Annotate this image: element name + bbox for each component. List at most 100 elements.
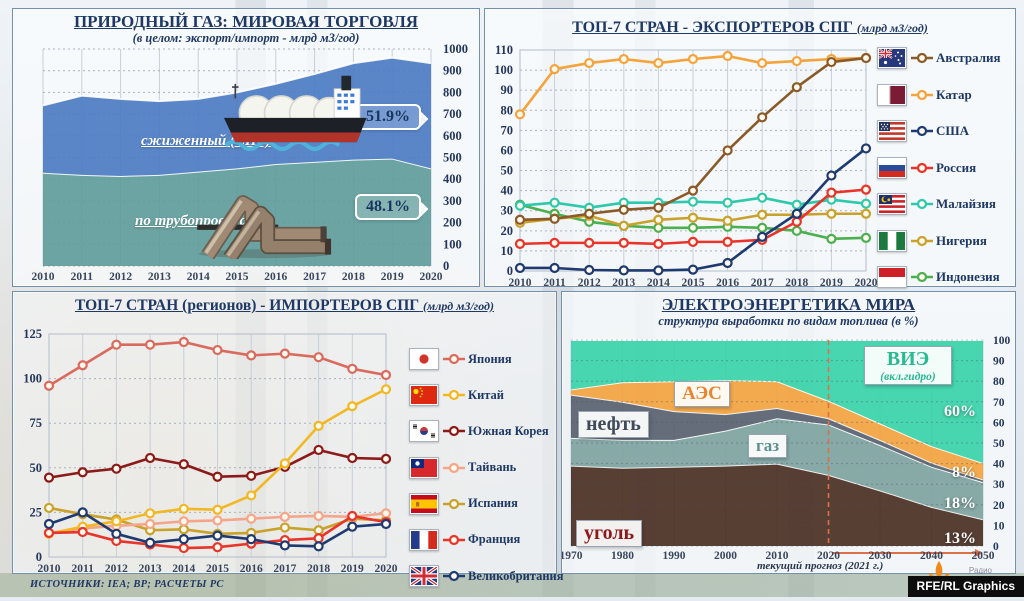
svg-text:2030: 2030 — [869, 550, 892, 562]
lng-importers-chart: 0 25 50 75 100 125 2010 2011 2012 2013 2014 2015 201… — [23, 327, 398, 573]
oil-label: нефть — [578, 411, 649, 438]
svg-text:500: 500 — [443, 151, 462, 165]
flag-kr-icon — [409, 420, 439, 443]
svg-text:40: 40 — [993, 459, 1005, 471]
series-marker-icon — [443, 389, 465, 401]
panel-lng-exporters: ТОП-7 СТРАН - ЭКСПОРТЕРОВ СПГ (млрд м3/г… — [484, 8, 1016, 288]
series-marker-icon — [443, 498, 465, 510]
svg-text:2016: 2016 — [240, 563, 263, 573]
svg-text:1980: 1980 — [611, 550, 634, 562]
svg-text:110: 110 — [495, 43, 513, 57]
svg-text:80: 80 — [501, 103, 514, 117]
svg-text:2014: 2014 — [187, 271, 210, 283]
flag-cn-icon — [409, 384, 439, 407]
svg-text:2015: 2015 — [226, 271, 249, 283]
flag-ru-icon — [877, 156, 907, 179]
flag-us-icon — [877, 120, 907, 142]
legend-label: Испания — [468, 496, 518, 511]
svg-text:2017: 2017 — [751, 277, 774, 286]
legend-label: Китай — [468, 387, 505, 402]
legend-item: Австралия — [877, 47, 1001, 69]
series-marker-icon — [911, 52, 933, 64]
series-marker-icon — [443, 462, 465, 474]
panel-subtitle: (в целом: экспорт/импорт - млрд м3/год) — [132, 31, 360, 45]
flag-tw-icon — [409, 456, 439, 479]
svg-text:2013: 2013 — [148, 271, 171, 283]
renewables-sub: (вкл.гидро) — [880, 371, 936, 383]
panel-lng-importers: ТОП-7 СТРАН (регионов) - ИМПОРТЕРОВ СПГ … — [12, 291, 564, 588]
svg-text:1990: 1990 — [663, 550, 686, 562]
svg-text:2018: 2018 — [785, 277, 808, 286]
svg-text:100: 100 — [23, 372, 42, 386]
flag-qa-icon — [877, 83, 907, 106]
legend-item: США — [877, 120, 1001, 142]
series-marker-icon — [443, 534, 465, 546]
title-text: ТОП-7 СТРАН (регионов) - ИМПОРТЕРОВ СПГ — [74, 297, 420, 314]
svg-text:70: 70 — [501, 123, 514, 137]
gas-pct: 18% — [944, 495, 976, 512]
svg-text:0: 0 — [443, 259, 449, 273]
flag-gb-icon — [409, 565, 439, 588]
coal-label: уголь — [576, 520, 643, 547]
legend-item: Нигерия — [877, 229, 1001, 252]
flag-fr-icon — [409, 528, 439, 551]
series-marker-icon — [443, 353, 465, 365]
panel-electricity: ЭЛЕКТРОЭНЕРГЕТИКА МИРА структура выработ… — [561, 291, 1016, 574]
svg-text:20: 20 — [993, 500, 1005, 512]
svg-text:2020: 2020 — [420, 271, 443, 283]
svg-text:2020: 2020 — [817, 550, 840, 562]
legend-label: Япония — [468, 351, 512, 366]
svg-text:2011: 2011 — [72, 563, 95, 573]
svg-text:100: 100 — [443, 237, 462, 251]
svg-text:20: 20 — [501, 224, 514, 238]
svg-text:300: 300 — [443, 194, 462, 208]
svg-text:75: 75 — [30, 416, 43, 430]
pipeline-share-callout: 48.1% — [355, 194, 421, 220]
svg-text:2012: 2012 — [109, 271, 132, 283]
svg-text:2015: 2015 — [206, 563, 229, 573]
legend-label: США — [936, 123, 970, 138]
svg-text:40: 40 — [501, 184, 514, 198]
svg-text:60: 60 — [501, 143, 514, 157]
svg-text:60: 60 — [993, 417, 1005, 429]
svg-text:0: 0 — [36, 550, 42, 564]
svg-text:125: 125 — [23, 327, 42, 341]
series-marker-icon — [443, 570, 465, 582]
svg-text:25: 25 — [30, 505, 43, 519]
legend-item: Япония — [409, 348, 564, 370]
svg-text:900: 900 — [443, 64, 462, 78]
legend-item: Китай — [409, 384, 564, 407]
title-unit: (млрд м3/год) — [423, 299, 494, 313]
flag-au-icon — [877, 47, 907, 69]
panel-title: ПРИРОДНЫЙ ГАЗ: МИРОВАЯ ТОРГОВЛЯ — [73, 12, 419, 31]
series-marker-icon — [911, 125, 933, 137]
svg-text:2010: 2010 — [38, 563, 61, 573]
lng-ship-icon — [211, 67, 373, 159]
svg-text:2012: 2012 — [105, 563, 128, 573]
svg-text:2000: 2000 — [714, 550, 737, 562]
legend-label: Россия — [936, 159, 977, 175]
flag-jp-icon — [409, 348, 439, 370]
legend-item: Франция — [409, 528, 564, 551]
svg-text:2016: 2016 — [264, 271, 287, 283]
legend-item: Катар — [877, 83, 1001, 106]
legend-item: Малайзия — [877, 193, 1001, 215]
gas-label: газ — [748, 434, 788, 458]
importers-legend: Япония Китай Южная Корея Тайвань Испания Фран… — [409, 348, 564, 601]
series-marker-icon — [911, 271, 933, 283]
svg-text:2040: 2040 — [920, 550, 943, 562]
svg-text:2015: 2015 — [682, 277, 705, 286]
legend-item: Россия — [877, 156, 1001, 179]
svg-text:2014: 2014 — [647, 277, 670, 286]
svg-text:400: 400 — [443, 172, 462, 186]
svg-text:0: 0 — [993, 541, 999, 553]
credit-badge: RFE/RL Graphics — [907, 576, 1024, 597]
legend-label: Нигерия — [936, 232, 987, 248]
svg-text:2018: 2018 — [342, 271, 365, 283]
svg-text:2011: 2011 — [71, 271, 94, 283]
legend-label: Великобритания — [468, 568, 564, 583]
legend-item: Индонезия — [877, 266, 1001, 288]
svg-text:800: 800 — [443, 85, 462, 99]
gas-trade-chart: 0 100 200 300 400 500 600 700 800 900 1000 2010 2011… — [32, 42, 469, 283]
